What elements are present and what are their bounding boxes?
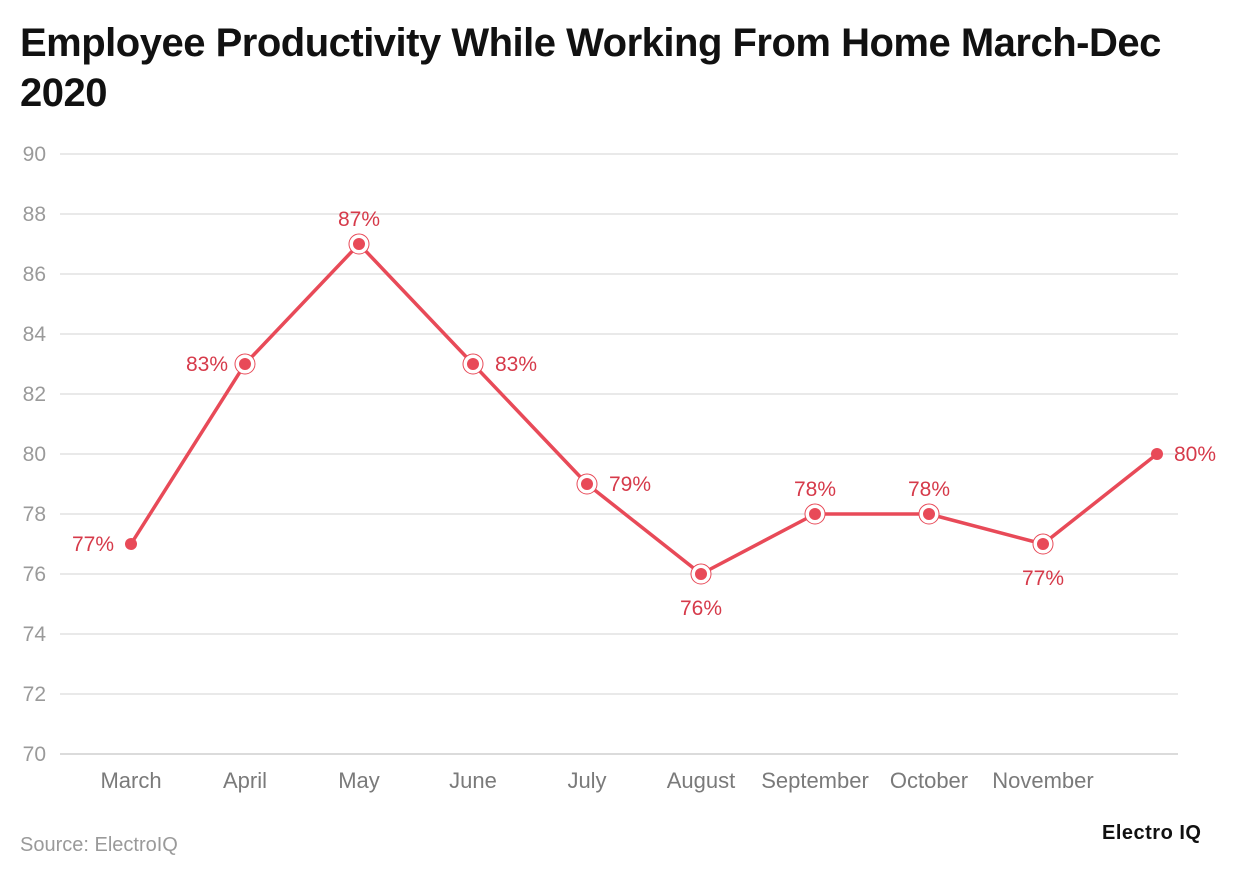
data-labels: 77% 83% 87% 83% 79% 76% 78% 78% 77% 80% xyxy=(72,208,1216,620)
data-point xyxy=(695,568,707,580)
x-tick-label: July xyxy=(567,768,606,793)
brand-logo: Electro IQ xyxy=(1102,822,1202,844)
data-point xyxy=(923,508,935,520)
data-point xyxy=(239,358,251,370)
data-point xyxy=(125,538,137,550)
data-point xyxy=(1151,448,1163,460)
data-label: 76% xyxy=(680,597,722,620)
x-axis: March April May June July August September Octo… xyxy=(100,768,1093,793)
y-tick-label: 76 xyxy=(23,563,46,586)
data-point xyxy=(353,238,365,250)
y-tick-label: 82 xyxy=(23,383,46,406)
data-point xyxy=(467,358,479,370)
data-label: 78% xyxy=(908,478,950,501)
data-label: 80% xyxy=(1174,443,1216,466)
data-label: 77% xyxy=(72,533,114,556)
x-tick-label: April xyxy=(223,768,267,793)
series-lines xyxy=(129,242,1159,576)
data-point xyxy=(1037,538,1049,550)
data-points xyxy=(125,233,1163,585)
x-tick-label: September xyxy=(761,768,869,793)
source-note: Source: ElectroIQ xyxy=(20,834,178,856)
data-label: 78% xyxy=(794,478,836,501)
series-line xyxy=(129,242,1159,576)
y-tick-label: 78 xyxy=(23,503,46,526)
data-label: 79% xyxy=(609,473,651,496)
y-tick-label: 88 xyxy=(23,203,46,226)
x-tick-label: March xyxy=(100,768,161,793)
y-tick-label: 84 xyxy=(23,323,47,346)
y-tick-label: 70 xyxy=(23,743,46,766)
y-tick-label: 72 xyxy=(23,683,46,706)
x-tick-label: October xyxy=(890,768,968,793)
y-axis: 70 72 74 76 78 80 82 84 86 88 90 xyxy=(23,143,47,766)
data-label: 83% xyxy=(495,353,537,376)
data-label: 83% xyxy=(186,353,228,376)
data-point xyxy=(809,508,821,520)
x-tick-label: November xyxy=(992,768,1093,793)
data-label: 77% xyxy=(1022,567,1064,590)
y-tick-label: 74 xyxy=(23,623,47,646)
chart-title: Employee Productivity While Working From… xyxy=(20,21,1161,115)
y-tick-label: 86 xyxy=(23,263,46,286)
x-tick-label: June xyxy=(449,768,497,793)
x-tick-label: May xyxy=(338,768,380,793)
grid-lines xyxy=(60,153,1178,755)
data-point xyxy=(581,478,593,490)
y-tick-label: 80 xyxy=(23,443,46,466)
y-tick-label: 90 xyxy=(23,143,46,166)
x-tick-label: August xyxy=(667,768,736,793)
data-label: 87% xyxy=(338,208,380,231)
